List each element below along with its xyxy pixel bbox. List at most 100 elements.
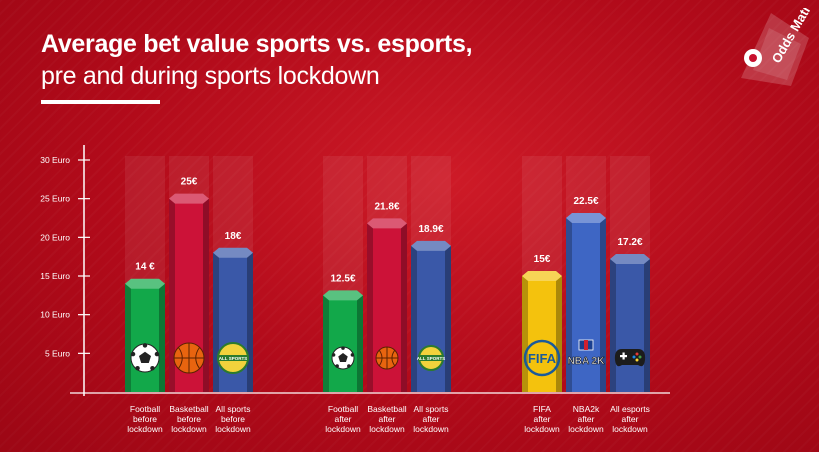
- bar-shade-left: [169, 198, 175, 392]
- bar-cap: [610, 253, 650, 264]
- bar-shade-left: [610, 258, 616, 392]
- data-label: 25€: [181, 177, 198, 188]
- bar-shade-left: [522, 276, 528, 392]
- data-label: 22.5€: [573, 196, 598, 207]
- bar: [125, 283, 165, 392]
- x-category-label: All sports before lockdown: [215, 404, 251, 434]
- title-underline: [41, 100, 160, 104]
- y-tick-label: 10 Euro: [40, 310, 70, 320]
- bar-shade-right: [401, 223, 407, 392]
- x-category-label-line: NBA2k: [573, 404, 600, 414]
- x-category-label-line: lockdown: [568, 424, 604, 434]
- x-category-label-line: lockdown: [413, 424, 449, 434]
- bar-shade-left: [125, 283, 131, 392]
- y-tick-label: 20 Euro: [40, 232, 70, 242]
- x-category-label-line: after: [378, 414, 395, 424]
- bar-shade-right: [556, 276, 562, 392]
- gamepad-icon: [614, 349, 646, 367]
- x-category-label: NBA2k after lockdown: [568, 404, 604, 434]
- bar-cap: [522, 271, 562, 281]
- all-sports-badge-icon: ALL SPORTS: [417, 345, 445, 371]
- fifa-logo-icon: FIFA: [523, 339, 561, 377]
- bar-shade-left: [411, 245, 417, 392]
- basketball-icon: [173, 342, 205, 374]
- bar-shade-right: [247, 252, 253, 392]
- y-tick-label: 25 Euro: [40, 194, 70, 204]
- x-category-label-line: Football: [130, 404, 160, 414]
- bar-shade-right: [644, 258, 650, 392]
- data-label: 18€: [225, 231, 242, 242]
- x-category-label-line: All esports: [610, 404, 650, 414]
- x-category-label-line: Basketball: [169, 404, 208, 414]
- x-category-label-line: after: [533, 414, 550, 424]
- bar-cap: [213, 247, 253, 258]
- chart-title: Average bet value sports vs. esports,: [41, 30, 473, 58]
- x-category-label-line: before: [133, 414, 157, 424]
- odds-matrix-logo: Odds Matrix: [741, 8, 811, 86]
- bar-cap: [169, 193, 209, 204]
- x-category-label-line: before: [221, 414, 245, 424]
- x-category-label-line: lockdown: [612, 424, 648, 434]
- x-category-label: FIFA after lockdown: [524, 404, 560, 434]
- bar-shade-right: [445, 245, 451, 392]
- x-category-label-line: lockdown: [524, 424, 560, 434]
- x-category-label-line: Football: [328, 404, 358, 414]
- fifa-text: FIFA: [528, 351, 557, 366]
- bar-shade-right: [357, 295, 363, 392]
- y-tick-label: 15 Euro: [40, 271, 70, 281]
- title-block: Average bet value sports vs. esports, pr…: [41, 28, 473, 92]
- bar-shade-left: [213, 252, 219, 392]
- bar-shade-left: [566, 218, 572, 392]
- data-label: 18.9€: [418, 224, 443, 235]
- bar-cap: [411, 240, 451, 251]
- bar-shade-right: [203, 198, 209, 392]
- bar-cap: [367, 218, 407, 229]
- x-category-label-line: after: [334, 414, 351, 424]
- bar-shade-right: [600, 218, 606, 392]
- data-label: 14 €: [135, 262, 155, 273]
- x-category-label-line: FIFA: [533, 404, 551, 414]
- bar-cap: [125, 278, 165, 289]
- soccer-ball-icon: [130, 343, 160, 373]
- soccer-ball-icon: [331, 346, 355, 370]
- x-category-label-line: All sports: [216, 404, 251, 414]
- bar-cap: [566, 213, 606, 223]
- x-category-label-line: lockdown: [171, 424, 207, 434]
- y-tick-label: 5 Euro: [45, 348, 70, 358]
- bar: [566, 218, 606, 392]
- data-label: 12.5€: [330, 273, 355, 284]
- x-category-label-line: lockdown: [325, 424, 361, 434]
- badge-text: ALL SPORTS: [219, 356, 247, 361]
- x-category-label-line: before: [177, 414, 201, 424]
- bar-shade-left: [323, 295, 329, 392]
- data-label: 21.8€: [374, 201, 399, 212]
- chart-subtitle: pre and during sports lockdown: [41, 62, 380, 90]
- x-category-label: Football before lockdown: [127, 404, 163, 434]
- y-tick-label: 30 Euro: [40, 155, 70, 165]
- x-category-label: Basketball before lockdown: [169, 404, 208, 434]
- nba2k-logo-icon: NBA 2K: [567, 339, 606, 367]
- x-category-label-line: lockdown: [215, 424, 251, 434]
- nba2k-text: NBA 2K: [568, 356, 606, 367]
- x-category-label: Basketball after lockdown: [367, 404, 406, 434]
- x-category-label-line: lockdown: [369, 424, 405, 434]
- x-category-label: All sports after lockdown: [413, 404, 449, 434]
- data-label: 17.2€: [617, 237, 642, 248]
- all-sports-badge-icon: ALL SPORTS: [217, 342, 249, 374]
- x-category-label: All esports after lockdown: [610, 404, 650, 434]
- x-category-label-line: after: [621, 414, 638, 424]
- bar-shade-left: [367, 223, 373, 392]
- bar: [610, 258, 650, 392]
- bar-shade-right: [159, 283, 165, 392]
- badge-text: ALL SPORTS: [417, 356, 445, 361]
- x-category-label-line: All sports: [414, 404, 449, 414]
- data-label: 15€: [534, 254, 551, 265]
- bar-cap: [323, 290, 363, 301]
- basketball-icon: [375, 346, 399, 370]
- x-category-label-line: after: [422, 414, 439, 424]
- x-category-label-line: after: [577, 414, 594, 424]
- bar: [323, 295, 363, 392]
- x-category-label-line: Basketball: [367, 404, 406, 414]
- bar: [522, 276, 562, 392]
